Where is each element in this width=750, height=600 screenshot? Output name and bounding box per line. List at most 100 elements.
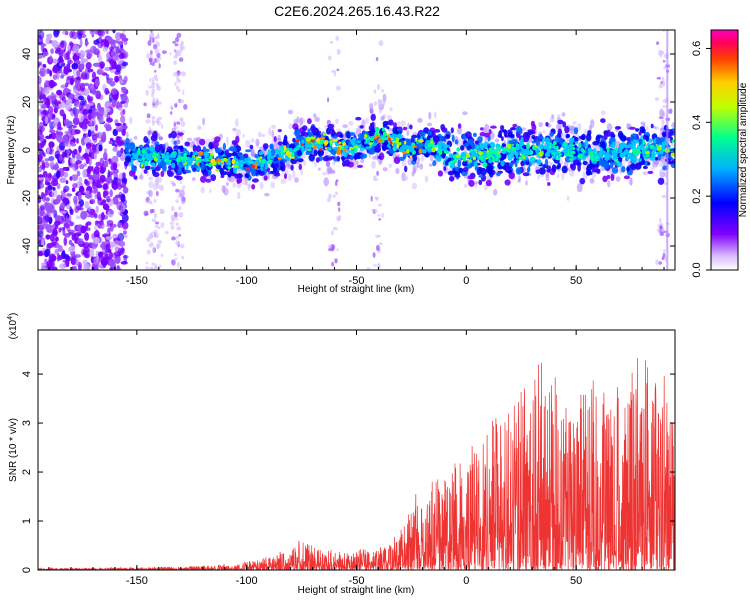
snr-y-tick-label: 4: [21, 371, 33, 377]
spectrogram-core-blob: [222, 157, 228, 162]
spectrogram-halo-blob: [417, 117, 423, 123]
spectrogram-noise-blob: [56, 183, 61, 190]
spectrogram-ridge-blob: [152, 172, 160, 178]
spectrogram-ridge-blob: [161, 163, 167, 172]
spectrogram-halo-blob: [555, 123, 562, 131]
spectrogram-ridge-blob: [308, 154, 315, 162]
spectrogram-faint-blob: [668, 108, 673, 114]
spectrogram-faint-blob: [146, 113, 151, 119]
spectrogram-core-blob: [448, 153, 454, 158]
spectrogram-core-blob: [670, 152, 675, 157]
spectrogram-halo-blob: [537, 174, 540, 180]
spectrogram-halo-blob: [382, 167, 388, 172]
spectrogram-faint-blob: [327, 97, 330, 103]
spectrogram-noise-blob: [105, 243, 111, 250]
spectrogram-noise-blob: [82, 30, 86, 35]
spectrogram-core-blob: [655, 151, 660, 155]
spectrogram-faint-blob: [146, 249, 151, 255]
spectrogram-core-blob: [622, 152, 626, 156]
spectrogram-core-blob: [195, 156, 200, 161]
spectrogram-faint-blob: [171, 236, 176, 241]
spectrogram-ridge-blob: [564, 126, 570, 134]
spectrogram-noise-blob: [45, 224, 53, 233]
spectrogram-core-blob: [395, 140, 399, 143]
spectrogram-noise-blob: [116, 150, 122, 158]
spectrogram-noise-blob: [64, 233, 71, 238]
spectrogram-noise-blob: [93, 237, 100, 244]
spectrogram-noise-blob: [86, 49, 93, 57]
spectrogram-halo-blob: [572, 121, 577, 125]
spectrogram-ridge-blob: [231, 140, 237, 145]
spectrogram-halo-blob: [433, 111, 437, 119]
snr-x-axis-label: Height of straight line (km): [298, 585, 415, 596]
spectrogram-ridge-blob: [557, 119, 564, 125]
spectrogram-faint-blob: [145, 119, 151, 124]
spectrogram-noise-blob: [48, 79, 55, 89]
spectrogram-noise-blob: [50, 255, 57, 262]
spectrogram-noise-blob: [76, 70, 81, 77]
spectrogram-faint-blob: [373, 89, 377, 94]
spectrogram-ridge-blob: [647, 162, 651, 166]
spectrogram-faint-blob: [171, 205, 175, 212]
spectrogram-halo-blob: [387, 114, 392, 121]
spectrogram-core-blob: [479, 155, 484, 159]
spectrogram-halo-blob: [429, 153, 434, 162]
spectrogram-ridge-blob: [462, 160, 468, 167]
spectrogram-ridge-blob: [498, 130, 502, 138]
spectrogram-ridge-blob: [515, 167, 522, 175]
spectrogram-noise-blob: [39, 149, 45, 156]
spectrogram-faint-blob: [151, 30, 154, 37]
spectrogram-ridge-blob: [317, 130, 322, 134]
spectrogram-core-blob: [526, 145, 531, 149]
spectrogram-core-blob: [259, 156, 263, 160]
spectrogram-core-blob: [367, 139, 370, 144]
spectrogram-halo-blob: [525, 180, 528, 186]
spectrogram-core-blob: [304, 144, 310, 149]
spectrogram-core-blob: [651, 155, 655, 159]
spectrogram-halo-blob: [427, 122, 433, 127]
spectrogram-halo-blob: [171, 127, 177, 132]
spectrogram-ridge-blob: [277, 129, 282, 133]
spectrogram-halo-blob: [556, 173, 560, 178]
spectrogram-faint-blob: [161, 123, 164, 130]
spectrogram-halo-blob: [545, 173, 550, 182]
spectrogram-core-blob: [605, 152, 610, 157]
spectrogram-halo-blob: [549, 162, 554, 167]
spectrogram-noise-blob: [46, 33, 53, 39]
spectrogram-noise-blob: [98, 61, 106, 68]
spectrogram-core-blob: [187, 158, 190, 164]
spectrogram-ridge-blob: [480, 167, 487, 176]
spectrogram-ridge-blob: [476, 168, 482, 175]
spectrogram-core-blob: [483, 155, 488, 159]
spectrogram-ridge-blob: [245, 149, 252, 153]
spectrogram-faint-blob: [336, 248, 339, 251]
spectrogram-core-blob: [202, 158, 208, 162]
spectrogram-noise-blob: [88, 152, 92, 158]
spectrogram-noise-blob: [39, 205, 45, 211]
spectrogram-core-blob: [287, 152, 292, 158]
spectrogram-noise-blob: [50, 95, 57, 101]
spectrogram-ridge-blob: [133, 175, 138, 180]
spectrogram-noise-blob: [103, 41, 110, 49]
spectrogram-ridge-blob: [657, 177, 665, 185]
spectrogram-core-blob: [430, 143, 435, 147]
spectrogram-core-blob: [525, 148, 530, 154]
spectrogram-ridge-blob: [467, 175, 473, 180]
spectrogram-halo-blob: [411, 182, 418, 190]
spectrogram-noise-blob: [112, 223, 117, 228]
spectrogram-core-blob: [480, 145, 485, 151]
spectrogram-noise-blob: [101, 39, 108, 43]
spectrogram-faint-blob: [171, 259, 176, 266]
spectrogram-ridge-blob: [305, 151, 310, 155]
spectrogram-noise-blob: [118, 107, 123, 112]
spectrogram-ridge-blob: [606, 129, 611, 137]
spectrogram-noise-blob: [39, 182, 45, 189]
spectrogram-core-blob: [482, 157, 486, 163]
spectrogram-noise-blob: [89, 198, 96, 205]
spectrogram-core-blob: [409, 155, 413, 159]
spectrogram-halo-blob: [659, 168, 665, 177]
spectrogram-core-blob: [300, 145, 305, 151]
spectrogram-ridge-blob: [602, 175, 608, 183]
spectrogram-faint-blob: [662, 249, 667, 252]
